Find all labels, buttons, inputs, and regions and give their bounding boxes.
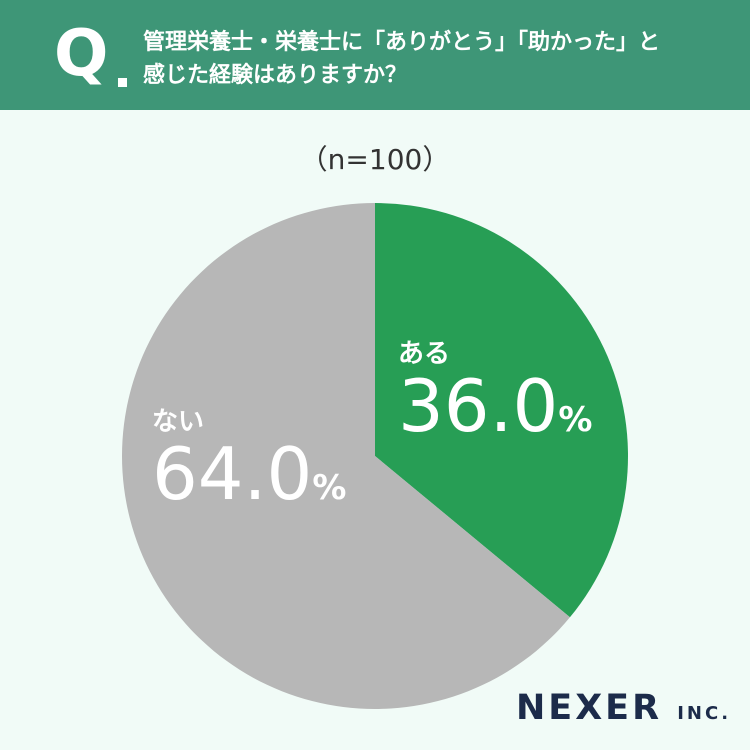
pie-label-unit: % <box>558 400 593 440</box>
pie-label-number: 36.0 <box>398 364 559 448</box>
pie-label-value: 64.0% <box>152 438 346 530</box>
sample-size: （n=100） <box>299 143 451 176</box>
question-text: 管理栄養士・栄養士に「ありがとう」「助かった」と 感じた経験はありますか？ <box>143 26 723 92</box>
pie-label-number: 64.0 <box>152 432 313 516</box>
question-line-1: 管理栄養士・栄養士に「ありがとう」「助かった」と <box>143 30 661 55</box>
pie-slice-2 <box>122 203 570 709</box>
pie-label-unit: % <box>312 468 347 508</box>
pie-slice-1 <box>375 203 629 618</box>
question-line-2: 感じた経験はありますか？ <box>143 63 408 88</box>
pie-label-name: ない <box>152 407 205 437</box>
pie-label-value: 36.0% <box>398 370 592 462</box>
question-header: Q 管理栄養士・栄養士に「ありがとう」「助かった」と 感じた経験はありますか？ <box>0 0 750 110</box>
pie-label-name: ある <box>398 339 451 369</box>
company-logo-suffix: INC. <box>677 703 732 724</box>
question-mark-dot <box>118 78 127 87</box>
company-logo-name: NEXER <box>516 688 663 728</box>
pie-label-2: ない 64.0% <box>152 406 346 530</box>
question-mark: Q <box>54 17 109 91</box>
company-logo: NEXER INC. <box>516 688 731 728</box>
pie-label-1: ある 36.0% <box>398 338 592 462</box>
